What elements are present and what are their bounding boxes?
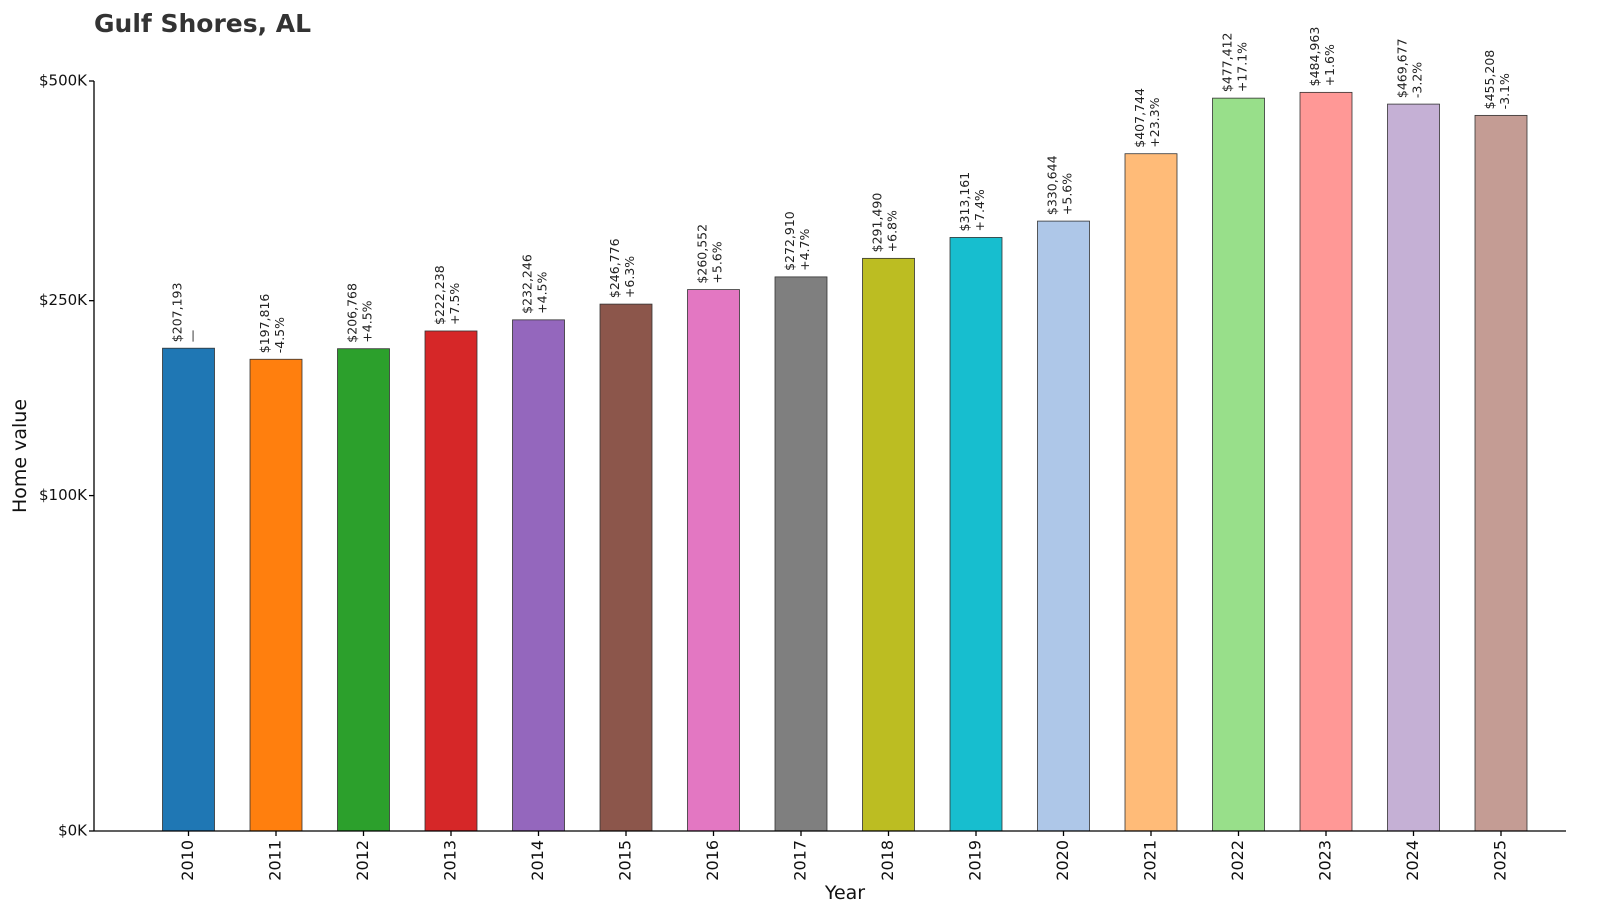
y-ticks-group: $0K $100K $250K $500K [39, 72, 94, 840]
x-tick-label-2010: 2010 [178, 840, 197, 881]
x-tick-label-2025: 2025 [1491, 840, 1510, 881]
bar-2019 [949, 237, 1003, 832]
change-label-2018: +6.8% [885, 210, 900, 252]
x-tick-label-2020: 2020 [1053, 840, 1072, 881]
bar-2014 [512, 319, 565, 832]
bar-2022 [1212, 97, 1265, 832]
change-label-2015: +6.3% [622, 256, 637, 298]
value-label-2016: $260,552 [695, 224, 710, 284]
bar-2020 [1037, 220, 1090, 832]
x-tick-label-2015: 2015 [616, 840, 635, 881]
x-tick-label-2017: 2017 [791, 840, 810, 881]
bar-2018 [862, 257, 915, 832]
x-tick-label-2013: 2013 [441, 840, 460, 881]
value-label-2013: $222,238 [432, 265, 447, 325]
bar-2013 [424, 330, 478, 832]
value-label-2019: $313,161 [957, 172, 972, 232]
value-label-2021: $407,744 [1132, 88, 1147, 148]
change-label-2024: -3.2% [1410, 62, 1425, 98]
bar-2024 [1387, 103, 1440, 832]
value-label-2023: $484,963 [1307, 27, 1322, 87]
bar-2012 [337, 348, 390, 832]
change-label-2016: +5.6% [710, 241, 725, 283]
change-label-2014: +4.5% [535, 271, 550, 313]
value-label-2017: $272,910 [782, 211, 797, 271]
value-label-2025: $455,208 [1482, 50, 1497, 110]
bar-2021 [1124, 153, 1178, 832]
change-label-2017: +4.7% [797, 229, 812, 271]
change-label-2019: +7.4% [972, 189, 987, 231]
x-tick-label-2023: 2023 [1316, 840, 1335, 881]
x-tick-label-2018: 2018 [878, 840, 897, 881]
x-tick-label-2016: 2016 [703, 840, 722, 881]
change-label-2012: +4.5% [360, 300, 375, 342]
bars-group [162, 91, 1528, 832]
chart-title: Gulf Shores, AL [94, 9, 311, 38]
value-label-2018: $291,490 [870, 193, 885, 253]
bar-2015 [599, 303, 653, 832]
value-label-2015: $246,776 [607, 238, 622, 298]
bar-2011 [249, 358, 303, 832]
value-label-2014: $232,246 [520, 254, 535, 314]
bar-2017 [774, 276, 828, 832]
value-label-2024: $469,677 [1395, 38, 1410, 98]
x-tick-label-2011: 2011 [266, 840, 285, 881]
x-tick-label-2022: 2022 [1228, 840, 1247, 881]
y-tick-label-2: $250K [39, 291, 88, 309]
value-label-2012: $206,768 [345, 283, 360, 343]
x-axis-label: Year [824, 882, 865, 904]
change-label-2010: — [185, 330, 200, 343]
data-labels-group: $207,193— $197,816 -4.5% $206,768 +4.5% $222,… [170, 27, 1513, 354]
change-label-2025: -3.1% [1497, 73, 1512, 109]
x-tick-label-2024: 2024 [1403, 840, 1422, 881]
change-label-2011: -4.5% [272, 317, 287, 353]
value-label-2020: $330,644 [1045, 155, 1060, 215]
y-axis-label: Home value [9, 399, 31, 513]
x-tick-label-2021: 2021 [1141, 840, 1160, 881]
x-tick-label-2019: 2019 [966, 840, 985, 881]
value-label-2010: $207,193 [170, 283, 185, 343]
bar-2010 [162, 347, 215, 832]
bar-2025 [1474, 114, 1528, 832]
change-label-2023: +1.6% [1322, 44, 1337, 86]
y-tick-label-0: $0K [58, 822, 88, 840]
y-tick-label-1: $100K [39, 486, 88, 504]
change-label-2022: +17.1% [1235, 42, 1250, 92]
x-ticks-group: 2010 2011 2012 2013 2014 2015 2016 2017 2018 2019… [178, 831, 1510, 881]
x-tick-label-2012: 2012 [353, 840, 372, 881]
value-label-2011: $197,816 [257, 294, 272, 354]
value-label-2022: $477,412 [1220, 32, 1235, 92]
x-tick-label-2014: 2014 [528, 840, 547, 881]
change-label-2013: +7.5% [447, 283, 462, 325]
bar-2023 [1299, 91, 1353, 832]
change-label-2021: +23.3% [1147, 97, 1162, 147]
bar-2016 [687, 289, 740, 832]
change-label-2020: +5.6% [1060, 173, 1075, 215]
y-tick-label-3: $500K [39, 72, 88, 90]
